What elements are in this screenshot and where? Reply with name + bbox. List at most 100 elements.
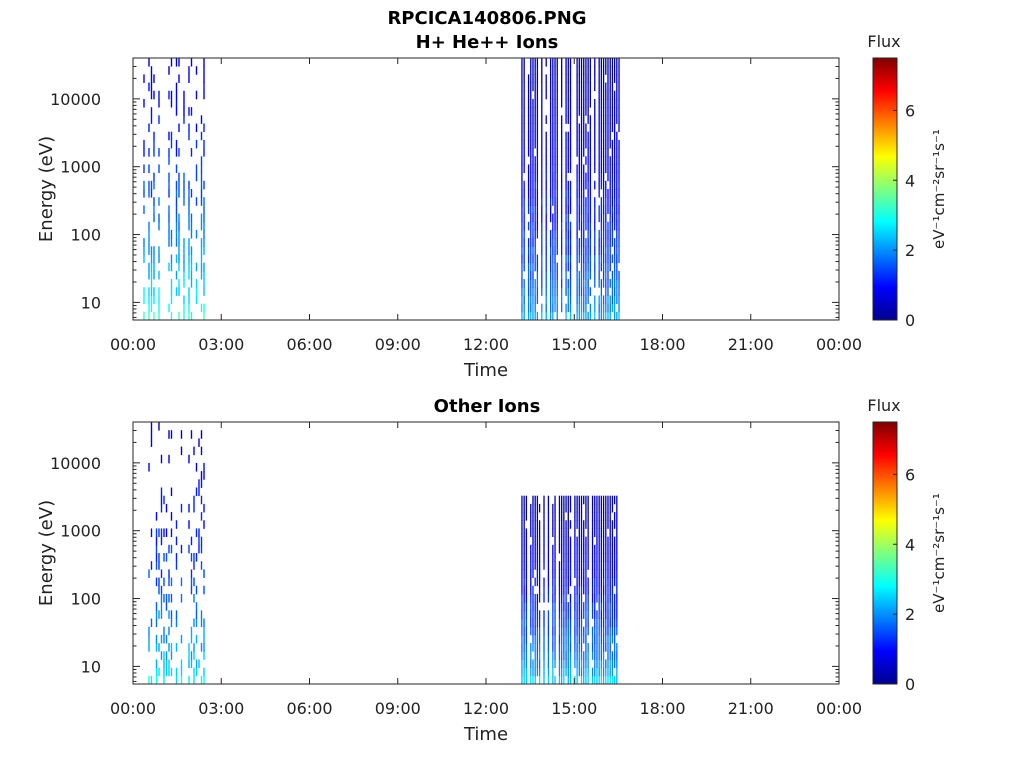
heatmap-cell [563,528,565,538]
heatmap-cell [600,634,603,644]
heatmap-cell [554,569,556,578]
heatmap-cell [563,569,565,578]
heatmap-cell [561,238,563,247]
heatmap-cell [616,90,618,100]
heatmap-cell [523,279,525,288]
heatmap-cell [576,213,578,223]
heatmap-cell [534,675,536,684]
heatmap-cell [600,287,603,296]
heatmap-cell [198,528,200,538]
heatmap-cell [180,446,183,456]
heatmap-cell [561,139,563,149]
heatmap-cell [168,238,170,247]
heatmap-cell [616,148,618,157]
heatmap-cell [538,553,541,562]
heatmap-cell [561,303,563,313]
heatmap-cell [587,643,589,652]
heatmap-cell [148,148,150,157]
heatmap-cell [549,254,552,264]
heatmap-cell [587,82,589,92]
heatmap-cell [598,634,600,644]
heatmap-cell [545,254,547,264]
heatmap-cell [611,528,614,538]
heatmap-cell [598,74,600,83]
heatmap-cell [527,139,530,149]
heatmap-cell [521,287,523,296]
heatmap-cell [195,553,198,562]
heatmap-cell [580,74,583,83]
heatmap-cell [565,148,567,157]
heatmap-cell [580,205,583,214]
heatmap-cell [565,520,567,529]
heatmap-cell [534,189,536,198]
heatmap-cell [569,287,572,296]
heatmap-cell [605,553,607,562]
heatmap-cell [148,295,150,305]
heatmap-cell [616,495,618,505]
heatmap-cell [596,536,598,546]
heatmap-cell [178,238,180,247]
heatmap-cell [576,90,578,100]
heatmap-cell [158,98,160,108]
heatmap-cell [200,610,203,619]
heatmap-cell [594,651,596,660]
heatmap-cell [611,238,614,247]
heatmap-cell [580,107,583,116]
heatmap-cell [574,593,576,603]
heatmap-cell [602,74,605,83]
heatmap-cell [594,593,596,603]
heatmap-cell [195,90,198,100]
heatmap-cell [158,213,160,223]
heatmap-cell [153,74,155,83]
heatmap-cell [552,602,554,611]
heatmap-cell [563,675,565,684]
heatmap-cell [200,156,203,165]
heatmap-cell [605,626,607,636]
heatmap-cell [600,279,603,288]
heatmap-cell [541,115,543,124]
heatmap-cell [561,229,563,239]
heatmap-cell [607,58,609,67]
heatmap-cell [153,311,155,320]
heatmap-cell [594,205,596,214]
heatmap-cell [596,667,598,677]
heatmap-cell [598,164,600,174]
heatmap-cell [585,634,587,644]
heatmap-cell [594,495,596,505]
heatmap-cell [583,585,585,595]
heatmap-cell [552,618,554,628]
heatmap-cell [613,626,616,636]
heatmap-cell [170,254,173,264]
heatmap-cell [585,254,587,264]
heatmap-cell [607,270,609,280]
heatmap-cell [538,651,541,660]
heatmap-cell [567,66,569,75]
heatmap-cell [605,229,607,239]
heatmap-cell [150,270,153,280]
heatmap-cell [578,238,580,247]
heatmap-cell [611,172,614,182]
heatmap-cell [552,82,554,92]
y-tick-label: 10000 [50,90,101,109]
heatmap-cell [521,221,523,231]
x-tick-label: 06:00 [286,335,332,354]
heatmap-cell [585,651,587,660]
heatmap-cell [556,287,558,296]
heatmap-cell [554,189,556,198]
heatmap-cell [613,156,616,165]
heatmap-cell [554,561,556,570]
heatmap-cell [602,172,605,182]
panel-title: Other Ions [434,396,541,417]
heatmap-cell [552,593,554,603]
heatmap-cell [554,229,556,239]
heatmap-cell [583,229,585,239]
heatmap-cell [536,172,539,182]
heatmap-cell [567,618,569,628]
heatmap-cell [168,626,170,636]
heatmap-cell [605,98,607,108]
heatmap-cell [552,115,554,124]
heatmap-cell [188,221,190,231]
heatmap-cell [618,205,620,214]
heatmap-cell [609,651,611,660]
